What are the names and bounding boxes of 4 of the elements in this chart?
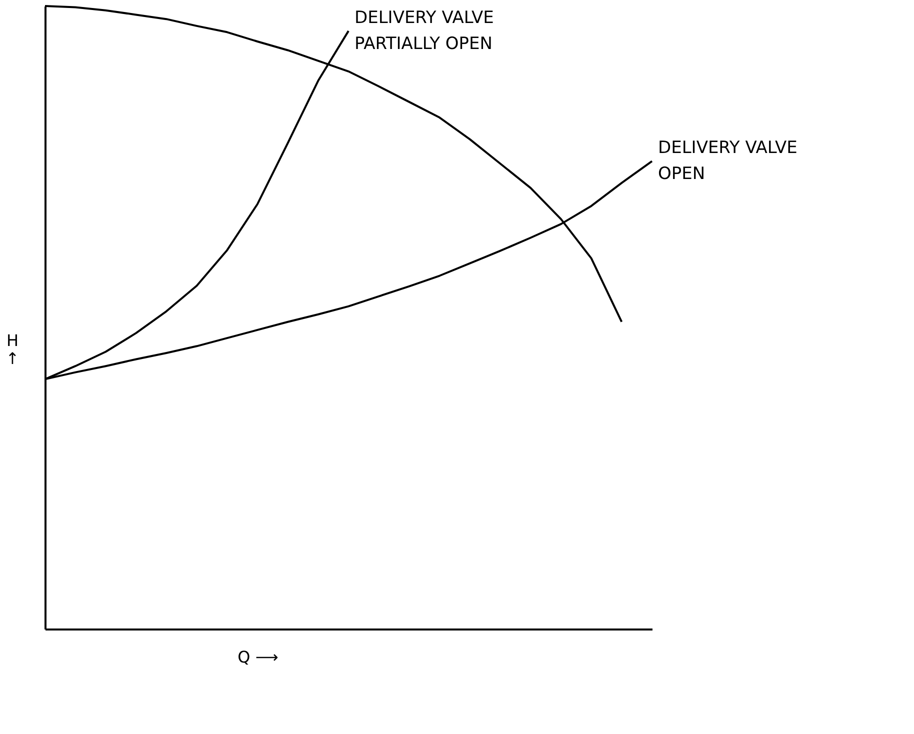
x-axis-title: Q ⟶ [238,648,278,666]
series-label: DELIVERY VALVE PARTIALLY OPEN [354,8,494,54]
series-label: DELIVERY VALVE OPEN [658,138,798,184]
y-axis-title: H ↑ [6,331,20,368]
